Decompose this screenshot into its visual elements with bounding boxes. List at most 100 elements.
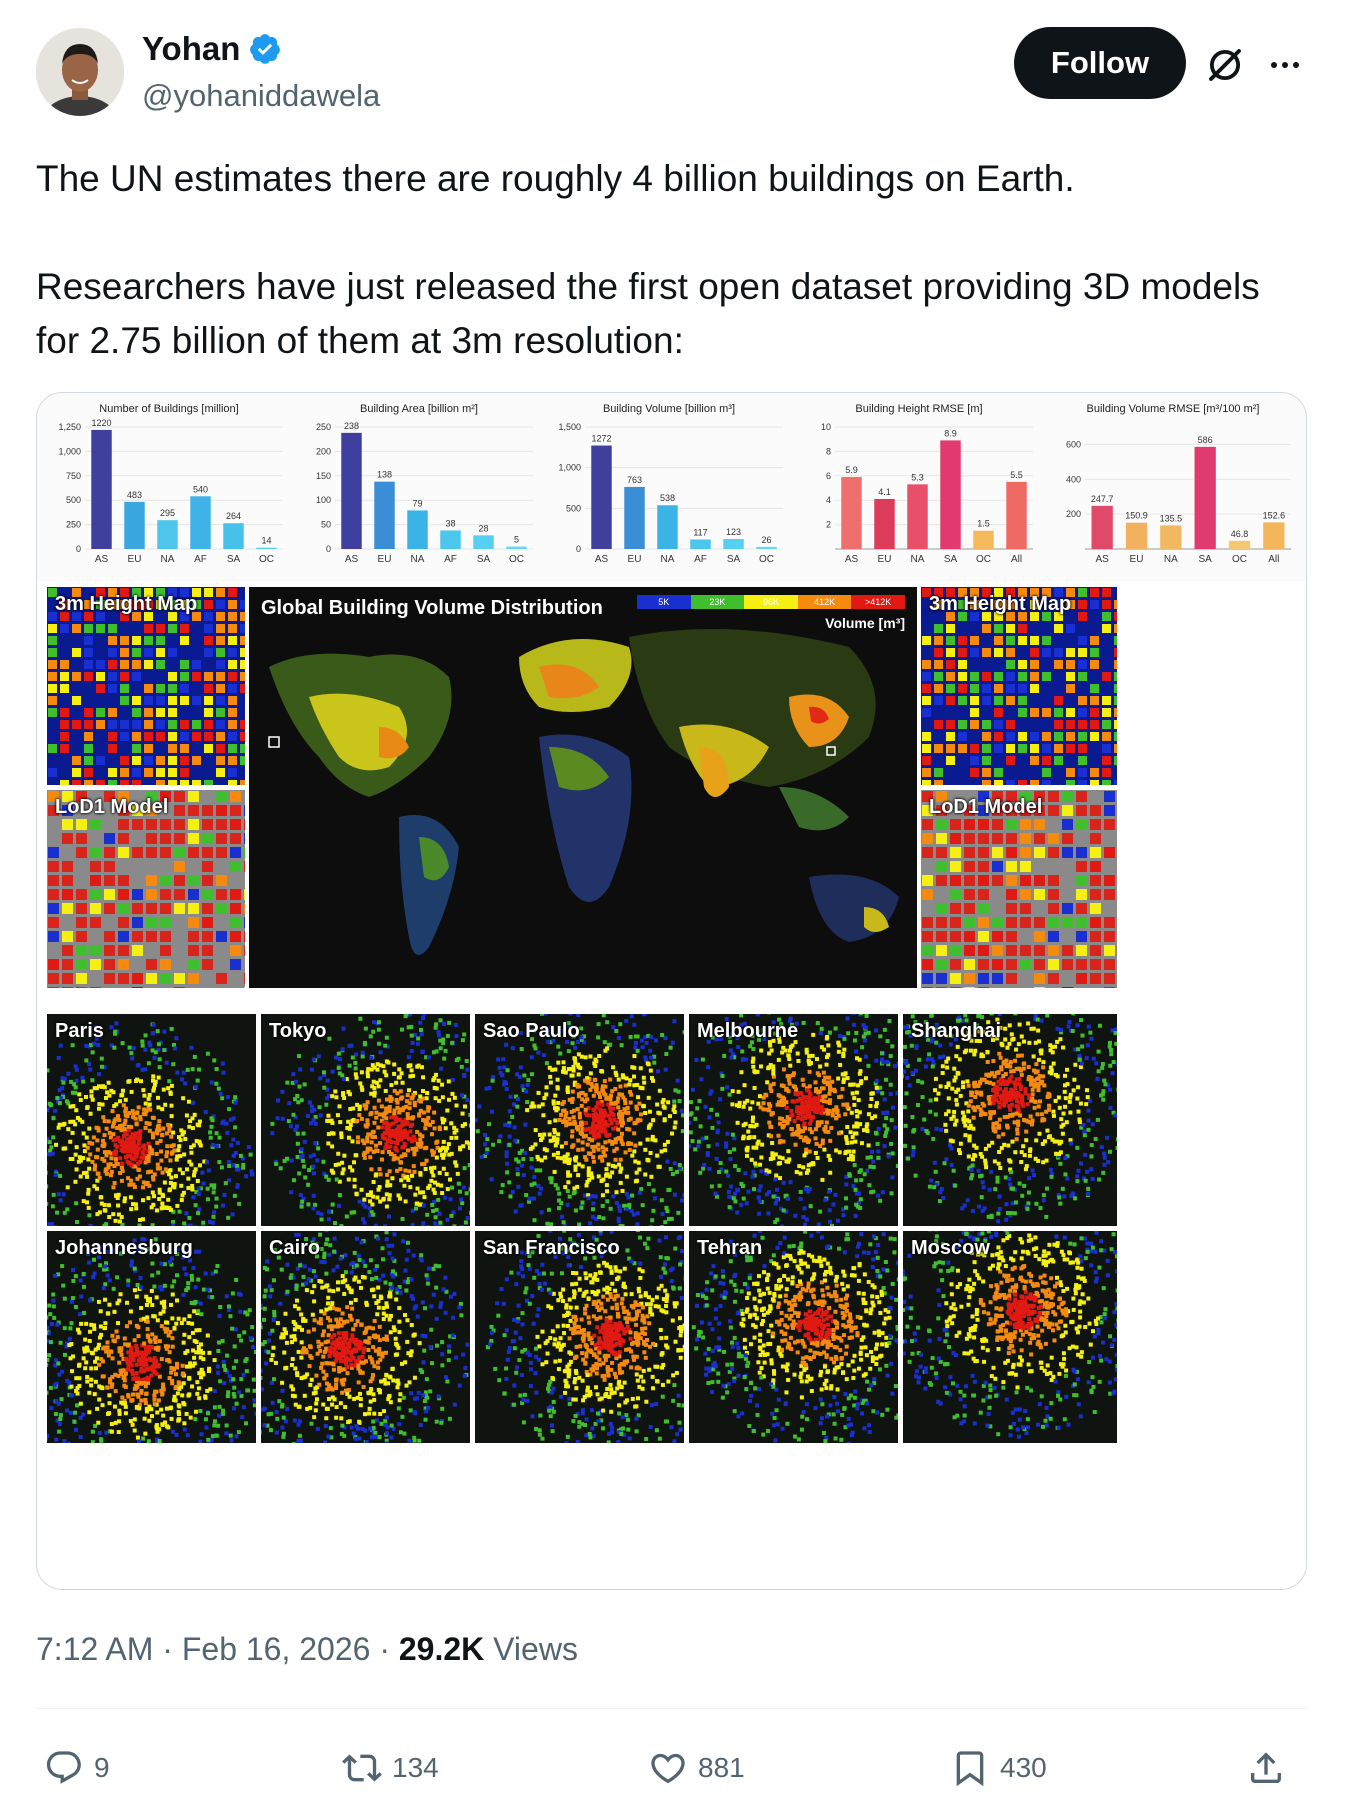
chart-bar	[756, 546, 777, 549]
meta-separator: ·	[162, 1631, 182, 1667]
author-name-row[interactable]: Yohan	[142, 30, 282, 68]
tweet-media-image[interactable]: Number of Buildings [million] 0 250 500 750…	[36, 392, 1307, 1590]
chart-x-tick-label: SA	[727, 554, 741, 565]
tweet-meta: 7:12 AM · Feb 16, 2026 · 29.2K Views	[36, 1631, 578, 1668]
chart-y-tick-label: 2	[826, 520, 831, 530]
world-map-graphic	[268, 629, 899, 955]
legend-stop-23k: 23K	[690, 595, 745, 609]
tweet-date[interactable]: Feb 16, 2026	[181, 1631, 371, 1667]
chart-plot: 0 250 500 750 1,000 1,250 1220 AS 483 EU 295 NA 540 A…	[58, 418, 283, 565]
panel-texture	[691, 1231, 898, 1443]
chart-data-label: 5.5	[1010, 470, 1023, 480]
chart-x-tick-label: EU	[628, 554, 642, 565]
chart-bar	[907, 484, 928, 549]
city-panel-tehran: Tehran	[689, 1231, 898, 1443]
chart-title: Number of Buildings [million]	[99, 403, 239, 415]
action-bar: 9 134 881 430	[36, 1740, 1307, 1796]
bookmark-button[interactable]: 430	[950, 1740, 1047, 1796]
city-label: Tokyo	[269, 1020, 327, 1042]
chart-bar	[874, 498, 895, 549]
city-panel-paris: Paris	[47, 1014, 256, 1226]
tweet-paragraph-2-line-1: Researchers have just released the first…	[36, 266, 1260, 307]
chart-y-tick-label: 0	[576, 544, 581, 554]
panel-texture	[270, 1014, 470, 1226]
panel-texture	[922, 791, 1115, 988]
views-label: Views	[493, 1631, 578, 1667]
reply-button[interactable]: 9	[44, 1740, 110, 1796]
chart-data-label: 28	[478, 523, 488, 533]
chart-data-label: 123	[726, 527, 741, 537]
panel-texture	[689, 1014, 898, 1226]
like-button[interactable]: 881	[648, 1740, 745, 1796]
author-handle[interactable]: @yohaniddawela	[142, 78, 381, 113]
follow-button[interactable]: Follow	[1014, 27, 1186, 99]
panel-texture	[48, 791, 245, 988]
chart-data-label: 38	[445, 518, 455, 528]
panel-label: 3m Height Map	[55, 593, 198, 615]
chart-x-tick-label: AS	[595, 554, 609, 565]
chart-bar	[341, 432, 362, 549]
tweet-time[interactable]: 7:12 AM	[36, 1631, 154, 1667]
chart-x-tick-label: OC	[759, 554, 774, 565]
chart-y-tick-label: 250	[66, 520, 81, 530]
chart-y-tick-label: 150	[316, 471, 331, 481]
chart-x-tick-label: OC	[259, 554, 274, 565]
chart-x-tick-label: EU	[378, 554, 392, 565]
tweet-text: The UN estimates there are roughly 4 bil…	[36, 152, 1306, 368]
chart-x-tick-label: EU	[128, 554, 142, 565]
chart-data-label: 247.7	[1091, 494, 1114, 504]
chart-title: Building Volume [billion m³]	[602, 403, 736, 415]
chart-bar	[256, 547, 277, 549]
chart-data-label: 26	[761, 535, 771, 545]
chart-y-tick-label: 10	[821, 422, 831, 432]
reply-icon	[46, 1751, 81, 1784]
chart-bar	[940, 440, 961, 549]
more-options-icon[interactable]	[1264, 44, 1306, 86]
chart-bar	[624, 486, 645, 549]
chart-bar	[91, 429, 112, 549]
grok-icon[interactable]	[1204, 44, 1246, 86]
chart-bar	[1091, 505, 1113, 549]
chart-x-tick-label: AS	[95, 554, 109, 565]
city-label: San Francisco	[483, 1237, 620, 1259]
panel-label: LoD1 Model	[929, 796, 1043, 818]
chart-data-label: 1220	[91, 418, 111, 428]
city-panel-moscow: Moscow	[903, 1231, 1117, 1443]
chart-y-tick-label: 500	[566, 503, 581, 513]
city-panel-shanghai: Shanghai	[903, 1014, 1117, 1226]
chart-plot: 2 4 6 8 10 5.9 AS 4.1 EU 5.3 NA 8.9 SA 1.5 OC 5.5 All	[821, 422, 1033, 565]
chart-y-tick-label: 4	[826, 495, 831, 505]
chart-bar	[1263, 522, 1285, 549]
chart-y-tick-label: 1,000	[58, 446, 81, 456]
chart-y-tick-label: 400	[1066, 474, 1081, 484]
chart-data-label: 586	[1198, 435, 1213, 445]
chart-data-label: 5.3	[911, 472, 924, 482]
chart-data-label: 79	[412, 498, 422, 508]
chart-x-tick-label: NA	[911, 554, 925, 565]
repost-button[interactable]: 134	[342, 1740, 439, 1796]
chart-bar	[723, 538, 744, 549]
chart-x-tick-label: AS	[345, 554, 359, 565]
panel-label: LoD1 Model	[55, 796, 169, 818]
panel-texture	[47, 1021, 255, 1226]
chart-y-tick-label: 200	[1066, 509, 1081, 519]
chart-data-label: 540	[193, 484, 208, 494]
chart-bar	[124, 501, 145, 549]
chart-data-label: 5.9	[845, 465, 858, 475]
author-display-name[interactable]: Yohan	[142, 30, 241, 67]
city-panel-san-francisco: San Francisco	[475, 1231, 684, 1443]
panel-texture	[261, 1231, 470, 1443]
verified-badge-icon	[250, 34, 281, 64]
tweet-paragraph-1: The UN estimates there are roughly 4 bil…	[36, 158, 1075, 199]
chart-bar	[591, 445, 612, 549]
chart-bar	[1228, 540, 1251, 549]
chart-bar	[973, 530, 994, 549]
chart-y-tick-label: 8	[826, 446, 831, 456]
chart-title: Building Area [billion m²]	[359, 403, 478, 415]
chart-data-label: 1.5	[977, 519, 990, 529]
chart-building-volume: Building Volume [billion m³] 0 500 1,000 1,…	[545, 393, 793, 581]
avatar[interactable]	[36, 28, 124, 116]
chart-bar	[690, 539, 711, 549]
legend-stop-96k: 96K	[744, 595, 798, 609]
share-button[interactable]	[1246, 1740, 1286, 1796]
